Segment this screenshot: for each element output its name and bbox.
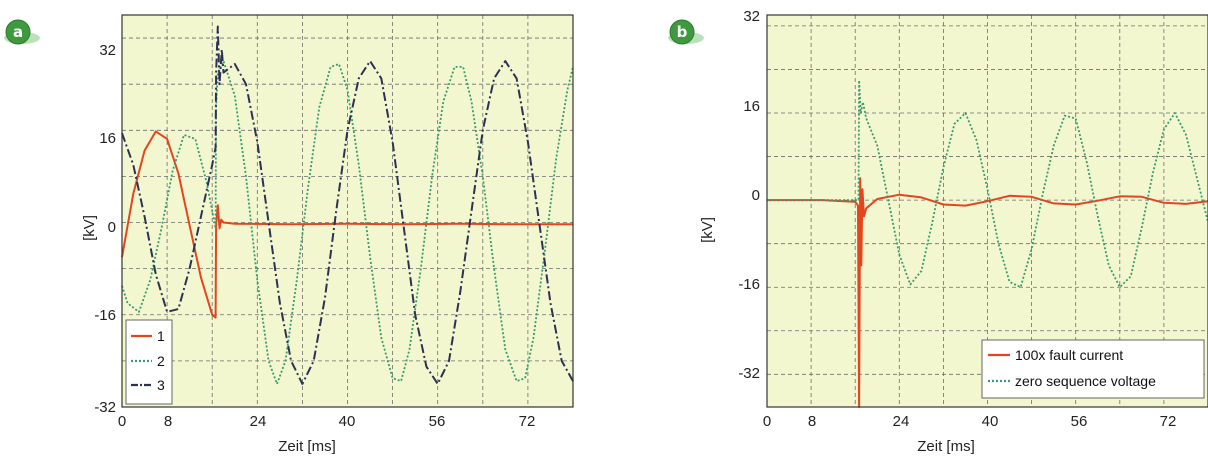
panel-a: a 32 16 0 -16 -32 0 8 24 40 56 72 Zeit [… <box>4 14 574 455</box>
panel-b-series <box>767 79 1208 408</box>
panel-b-ytick-minus16: -16 <box>738 276 760 293</box>
panel-b-legend-box <box>981 339 1205 399</box>
panel-b-legend: 100x fault current zero sequence voltage <box>981 339 1205 399</box>
panel-a-legend: 1 2 3 <box>125 319 173 405</box>
panel-a-ytick-minus32: -32 <box>94 399 116 416</box>
panel-a-xtick-8: 8 <box>164 413 172 430</box>
panel-a-label: a <box>13 23 23 41</box>
panel-a-xtick-0: 0 <box>118 413 126 430</box>
panel-a-y-axis-title: [kV] <box>81 215 98 241</box>
panel-b-legend-label-fault-current: 100x fault current <box>1015 347 1123 363</box>
panel-a-ytick-minus16: -16 <box>94 307 116 324</box>
panel-a-ytick-32: 32 <box>99 42 116 59</box>
panel-a-legend-label-2: 2 <box>157 353 165 369</box>
panel-b-xtick-56: 56 <box>1071 413 1088 430</box>
panel-b-xtick-0: 0 <box>763 413 771 430</box>
panel-b-xtick-8: 8 <box>808 413 816 430</box>
panel-a-xtick-40: 40 <box>339 413 356 430</box>
panel-a-series-line-1 <box>121 130 573 319</box>
panel-b-label: b <box>677 23 688 41</box>
panel-a-badge: a <box>4 19 40 45</box>
panel-b-ytick-0: 0 <box>752 187 760 204</box>
panel-a-xtick-72: 72 <box>519 413 536 430</box>
panel-a-legend-label-3: 3 <box>157 377 165 393</box>
panel-a-frame <box>121 14 574 408</box>
panel-b-y-axis-title: [kV] <box>699 217 716 243</box>
panel-b-series-line-1 <box>767 177 1208 408</box>
panel-a-legend-label-1: 1 <box>157 328 165 344</box>
panel-b-xtick-24: 24 <box>893 413 910 430</box>
panel-b-frame <box>766 14 1208 408</box>
panel-b-ytick-16: 16 <box>743 98 760 115</box>
panel-b-series-line-2 <box>767 79 1208 289</box>
panel-a-xtick-24: 24 <box>250 413 267 430</box>
panel-a-series <box>121 25 574 385</box>
panel-b-ytick-32: 32 <box>743 8 760 25</box>
panel-b-xtick-72: 72 <box>1160 413 1177 430</box>
panel-a-ytick-16: 16 <box>99 130 116 147</box>
panel-a-series-line-2 <box>121 60 574 385</box>
panel-a-x-axis-title: Zeit [ms] <box>278 438 336 455</box>
panel-b-x-axis-title: Zeit [ms] <box>917 438 975 455</box>
panel-a-grid <box>122 15 573 407</box>
panel-b-ytick-minus32: -32 <box>738 365 760 382</box>
panel-b: b 32 16 0 -16 -32 0 8 24 40 56 72 Zeit [… <box>668 8 1208 455</box>
panel-b-xtick-40: 40 <box>982 413 999 430</box>
panel-b-legend-label-zero-sequence: zero sequence voltage <box>1015 373 1156 389</box>
panel-a-ytick-0: 0 <box>108 219 116 236</box>
panel-b-badge: b <box>668 19 704 45</box>
panel-a-series-line-3 <box>121 25 574 385</box>
panel-a-xtick-56: 56 <box>429 413 446 430</box>
